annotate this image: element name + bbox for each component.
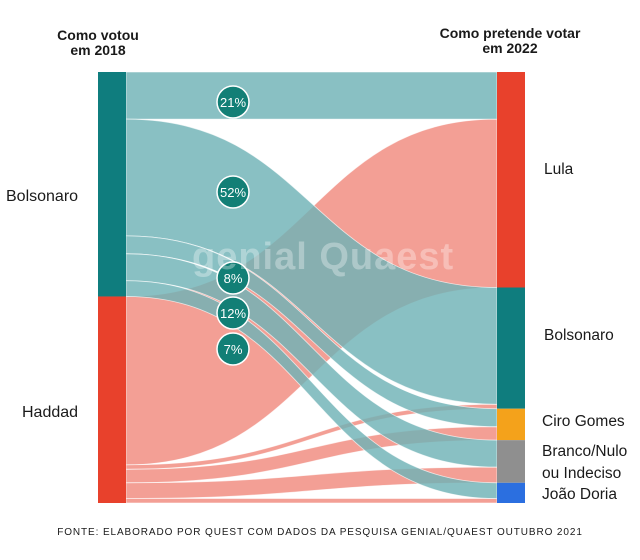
badge-label-lula: 21% (220, 95, 246, 110)
target-node-branco-nulo-ou-indeciso (497, 440, 525, 483)
target-node-ciro-gomes (497, 408, 525, 441)
right-column-header: Como pretende votar em 2022 (420, 26, 600, 56)
left-header-line-2: em 2018 (70, 42, 126, 58)
badge-label-branco-nulo-ou-indeciso: 12% (220, 306, 246, 321)
target-node-lula (497, 72, 525, 288)
badge-label-ciro-gomes: 8% (224, 271, 243, 286)
left-header-line-1: Como votou (57, 27, 139, 43)
badge-bolsonaro (216, 175, 250, 209)
badge-label-joao-doria: 7% (224, 342, 243, 357)
source-label-bolsonaro: Bolsonaro (6, 188, 79, 205)
right-header-line-2: em 2022 (482, 40, 538, 56)
source-label-haddad: Haddad (22, 404, 79, 421)
badge-ciro-gomes (216, 261, 250, 295)
badge-branco-nulo-ou-indeciso (216, 296, 250, 330)
target-node-joao-doria (497, 482, 525, 503)
source-note: FONTE: ELABORADO POR QUEST COM DADOS DA … (57, 527, 583, 538)
target-label-branco-nulo: Branco/Nulo ou Indeciso (542, 443, 628, 482)
source-node-haddad (98, 296, 126, 503)
flow-haddad-to-joao-doria (125, 498, 498, 504)
flow-group (125, 71, 498, 504)
badge-group: 21% 52% 8% 12% 7% (216, 85, 250, 366)
target-label-bolsonaro: Bolsonaro (544, 327, 614, 344)
badge-label-bolsonaro: 52% (220, 185, 246, 200)
badge-joao-doria (216, 332, 250, 366)
left-column-header: Como votou em 2018 (48, 28, 148, 58)
flow-bolsonaro-to-lula (125, 71, 498, 120)
right-header-line-1: Como pretende votar (439, 25, 581, 41)
node-group (98, 72, 525, 503)
source-node-bolsonaro (98, 72, 126, 297)
target-label-ciro-gomes: Ciro Gomes (542, 413, 625, 430)
target-node-bolsonaro (497, 287, 525, 409)
badge-lula (216, 85, 250, 119)
target-label-joao-doria: João Doria (542, 486, 617, 503)
target-label-lula: Lula (544, 161, 574, 178)
